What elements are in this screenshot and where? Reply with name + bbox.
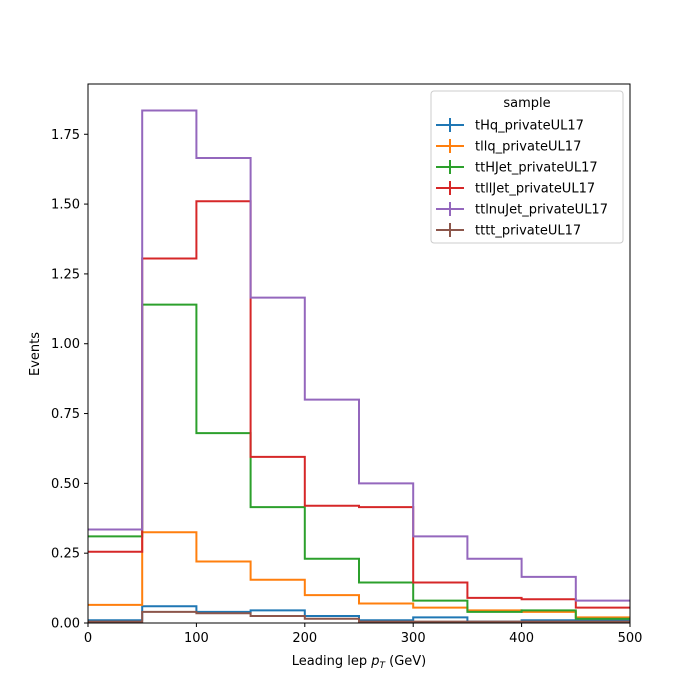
legend: sample tHq_privateUL17 tllq_privateUL17tt… (430, 90, 624, 244)
plot-frame (87, 83, 631, 624)
x-tick-label: 300 (401, 631, 426, 646)
legend-label: tttt_privateUL17 (475, 224, 581, 239)
y-tick-label: 1.25 (51, 267, 80, 282)
y-tick-label: 0.00 (51, 617, 80, 632)
legend-entry-ttHJet_privateUL17: ttHJet_privateUL17 (436, 160, 598, 176)
x-tick-label: 500 (618, 631, 643, 646)
legend-entry-ttllJet_privateUL17: ttllJet_privateUL17 (436, 181, 595, 197)
y-tick-label: 1.00 (51, 337, 80, 352)
x-axis-label-subscript: T (379, 661, 386, 671)
legend-entry-tHq_privateUL17: tHq_privateUL17 (436, 118, 584, 134)
x-axis-label: Leading lep pT (GeV) (292, 654, 426, 672)
y-axis-label: Events (28, 332, 43, 376)
y-tick-label: 0.75 (51, 407, 80, 422)
y-tick-label: 0.50 (51, 477, 80, 492)
series-layer (88, 109, 630, 623)
legend-entry-ttlnuJet_privateUL17: ttlnuJet_privateUL17 (436, 202, 608, 218)
x-axis-label-symbol: p (370, 654, 379, 669)
x-axis: 0 100 200 300 400 500 (84, 623, 643, 646)
y-axis: 0.00 0.25 0.50 0.75 1.00 1.25 1.50 1.75 (51, 128, 88, 632)
x-tick-label: 200 (292, 631, 317, 646)
x-tick-label: 100 (184, 631, 209, 646)
y-tick-label: 0.25 (51, 547, 80, 562)
x-tick-label: 0 (84, 631, 92, 646)
y-tick-label: 1.75 (51, 128, 80, 143)
x-axis-label-text: Leading lep (292, 654, 367, 669)
x-axis-label-unit: (GeV) (389, 654, 426, 669)
legend-entry-tttt_privateUL17: tttt_privateUL17 (436, 223, 581, 239)
legend-entry-tllq_privateUL17: tllq_privateUL17 (436, 139, 581, 155)
legend-label: ttHJet_privateUL17 (475, 161, 598, 176)
legend-entries: tHq_privateUL17 tllq_privateUL17 ttHJet_pr… (436, 118, 608, 239)
legend-label: tHq_privateUL17 (475, 119, 584, 134)
legend-label: ttlnuJet_privateUL17 (475, 203, 608, 218)
x-tick-label: 400 (509, 631, 534, 646)
series-line-tttt_privateUL17 (88, 610, 630, 623)
legend-box (430, 90, 624, 244)
legend-title: sample (503, 96, 550, 111)
series-line-ttHJet_privateUL17 (88, 303, 630, 620)
series-line-ttlnuJet_privateUL17 (88, 109, 630, 602)
legend-label: tllq_privateUL17 (475, 140, 581, 155)
series-line-ttllJet_privateUL17 (88, 200, 630, 609)
y-tick-label: 1.50 (51, 198, 80, 213)
legend-label: ttllJet_privateUL17 (475, 182, 595, 197)
